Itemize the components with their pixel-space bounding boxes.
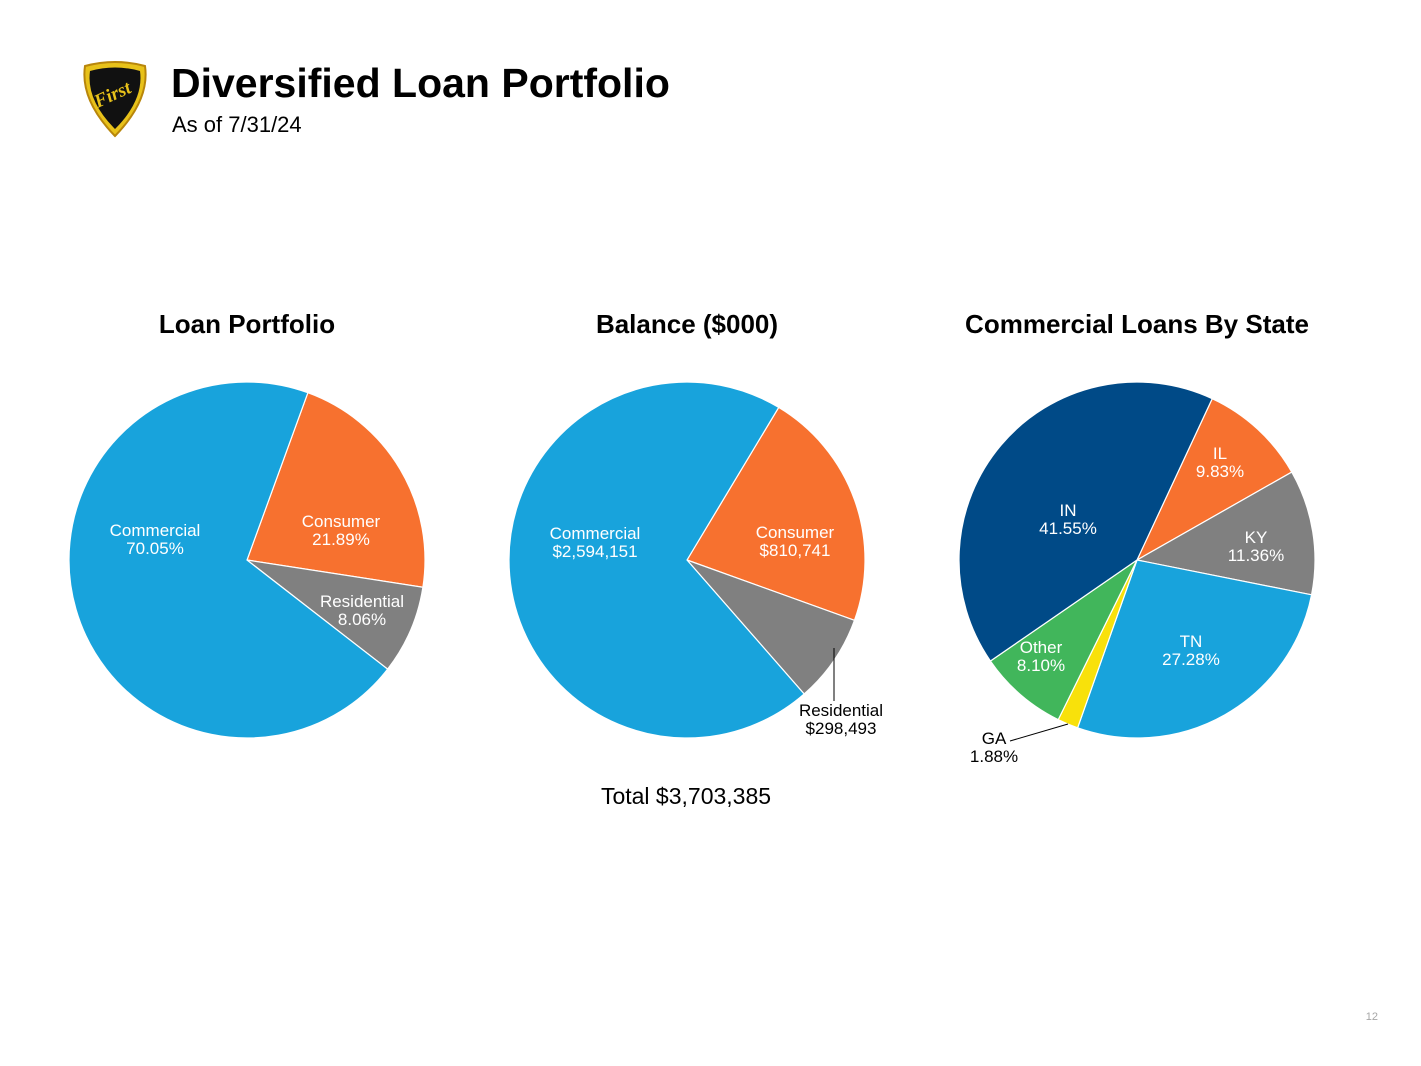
slice-label-in: IN 41.55% — [1039, 501, 1097, 538]
pie-slice-commercial — [68, 381, 389, 739]
pie-slice-in — [958, 381, 1214, 662]
total-balance: Total $3,703,385 — [600, 783, 772, 809]
slice-label-other: Other 8.10% — [1017, 638, 1065, 675]
pie-slice-tn — [1076, 559, 1313, 739]
slice-label-il: IL 9.83% — [1196, 444, 1244, 481]
slice-name-residential: Residential — [799, 701, 883, 720]
slice-value-consumer: 21.89% — [312, 530, 370, 549]
pie-slice-ky — [1135, 471, 1316, 596]
slice-label-residential: Residential 8.06% — [320, 592, 404, 629]
slice-label-consumer: Consumer $810,741 — [756, 523, 835, 560]
page-number: 12 — [1365, 1011, 1378, 1023]
loan-portfolio-chart-title: Loan Portfolio — [158, 309, 336, 339]
slice-label-consumer: Consumer 21.89% — [302, 512, 381, 549]
pie-slice-commercial — [508, 381, 806, 739]
slice-name-commercial: Commercial — [110, 521, 201, 540]
slice-name-il: IL — [1213, 444, 1227, 463]
pie-slice-il — [1135, 397, 1293, 562]
logo-shield-inner — [89, 67, 141, 129]
slice-value-residential: 8.06% — [338, 610, 386, 629]
slice-value-in: 41.55% — [1039, 519, 1097, 538]
page-title: Diversified Loan Portfolio — [171, 60, 670, 106]
slice-label-commercial: Commercial 70.05% — [110, 521, 201, 558]
slice-name-ky: KY — [1245, 528, 1268, 547]
pie-slice-other — [989, 558, 1139, 721]
slice-name-commercial: Commercial — [550, 524, 641, 543]
pie-slice-consumer — [686, 406, 866, 622]
slice-value-il: 9.83% — [1196, 462, 1244, 481]
loan-portfolio-pie: Consumer 21.89% Residential 8.06% Commercial… — [68, 381, 426, 739]
pie-slice-consumer — [246, 391, 426, 588]
slice-value-commercial: $2,594,151 — [552, 542, 637, 561]
slice-name-consumer: Consumer — [302, 512, 381, 531]
slice-label-residential: Residential $298,493 — [799, 701, 883, 738]
first-bank-logo: First — [83, 61, 147, 138]
slice-value-ky: 11.36% — [1228, 546, 1284, 565]
slice-label-tn: TN 27.28% — [1162, 632, 1220, 669]
slice-name-residential: Residential — [320, 592, 404, 611]
slice-label-ga: GA 1.88% — [970, 729, 1018, 766]
slice-label-commercial: Commercial $2,594,151 — [550, 524, 641, 561]
slice-name-consumer: Consumer — [756, 523, 835, 542]
page-subtitle: As of 7/31/24 — [172, 112, 302, 137]
leader-line-ga — [1009, 723, 1069, 742]
slice-name-in: IN — [1060, 501, 1077, 520]
balance-chart-title: Balance ($000) — [595, 309, 779, 339]
slice-value-consumer: $810,741 — [760, 541, 831, 560]
slice-value-tn: 27.28% — [1162, 650, 1220, 669]
slice-label-ky: KY 11.36% — [1228, 528, 1284, 565]
slice-name-other: Other — [1020, 638, 1063, 657]
slice-value-residential: $298,493 — [806, 719, 877, 738]
state-chart-title: Commercial Loans By State — [965, 309, 1309, 339]
pie-slice-residential — [244, 559, 424, 670]
slice-value-ga: 1.88% — [970, 747, 1018, 766]
slice-value-other: 8.10% — [1017, 656, 1065, 675]
balance-pie: Consumer $810,741 Residential $298,493 Comme… — [508, 381, 883, 739]
slice-name-tn: TN — [1180, 632, 1203, 651]
slice-value-commercial: 70.05% — [126, 539, 184, 558]
slice-name-ga: GA — [982, 729, 1007, 748]
commercial-by-state-pie: IL 9.83% KY 11.36% TN 27.28% GA 1.88% Other 8.10%… — [958, 381, 1316, 766]
